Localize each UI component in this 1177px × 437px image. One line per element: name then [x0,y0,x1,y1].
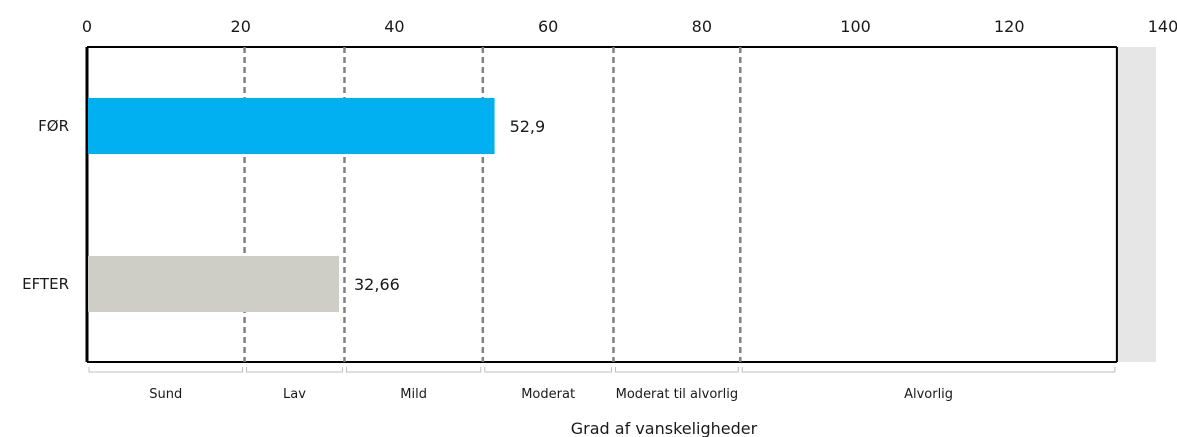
zone-label: Alvorlig [904,387,953,402]
category-label: EFTER [22,275,69,293]
x-tick-labels-layer: 0 20 40 60 80 100 120 140 [82,17,1177,36]
zone-label: Sund [149,387,182,402]
value-label: 32,66 [354,275,400,294]
zone-bracket [345,367,482,373]
zone-label: Lav [283,387,306,402]
value-label: 52,9 [510,117,546,136]
x-tick-label: 100 [840,17,871,36]
gray-region [1116,47,1156,362]
plot-frame-layer [85,46,1118,363]
category-labels-layer: FØR EFTER [22,117,69,293]
zone-brackets-layer: Sund Lav Mild Moderat Moderat til alvorlig Al… [88,367,1116,402]
zone-label: Moderat til alvorlig [616,387,738,402]
zone-label: Moderat [521,387,575,402]
zone-bracket [88,367,244,373]
bars-layer [88,98,495,312]
zone-label: Mild [400,387,427,402]
x-tick-label: 0 [82,17,92,36]
x-axis-title: Grad af vanskeligheder [571,419,758,437]
zone-bracket [741,367,1116,373]
x-tick-label: 20 [231,17,251,36]
x-tick-label: 60 [538,17,558,36]
x-tick-label: 40 [384,17,404,36]
x-tick-label: 120 [994,17,1025,36]
threshold-lines-layer [243,47,742,362]
zone-bracket [484,367,612,373]
x-tick-label: 80 [692,17,712,36]
bar-før [88,98,495,154]
value-labels-layer: 52,9 32,66 [354,117,545,294]
bar-efter [88,256,340,312]
zone-bracket [614,367,739,373]
category-label: FØR [38,117,69,135]
x-tick-label: 140 [1148,17,1177,36]
zone-bracket [246,367,343,373]
gray-region-layer [1116,47,1156,362]
